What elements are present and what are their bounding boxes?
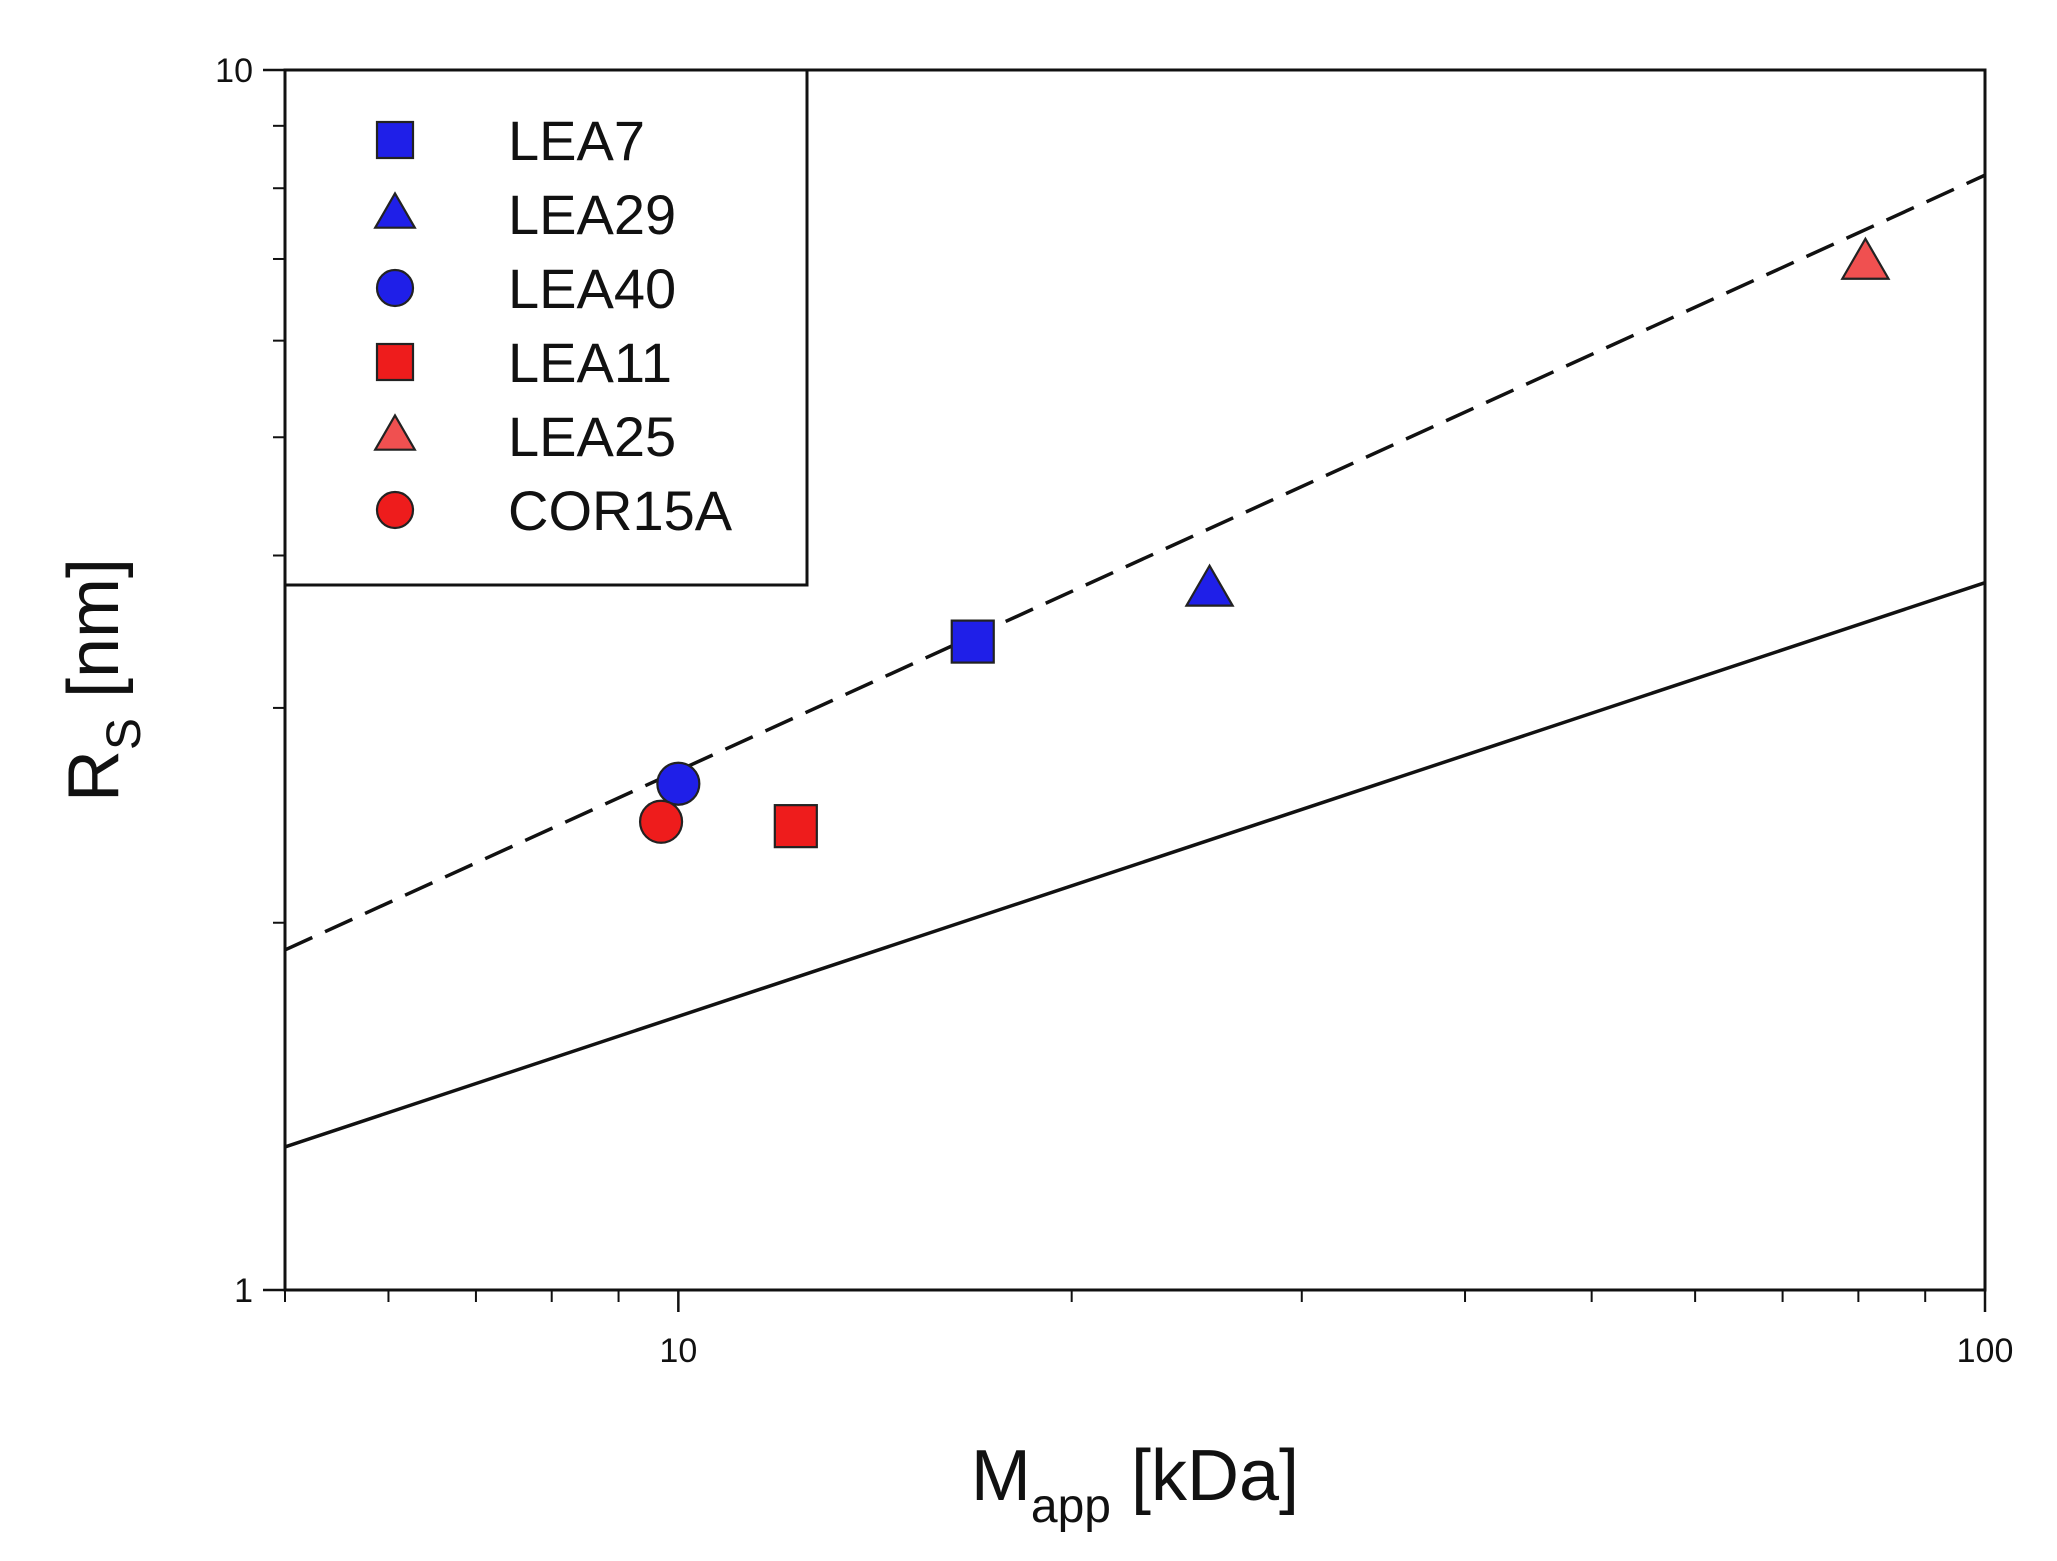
tick-labels: 10 100 1 10 [215,52,2013,1370]
legend-box [283,68,809,587]
point-lea25 [1840,236,1891,280]
legend-label-lea11: LEA11 [508,331,672,394]
y-axis-title-rest: [nm] [54,558,134,718]
point-lea11 [773,804,818,849]
x-axis-title-rest: [kDa] [1111,1436,1299,1516]
legend-marker-lea11 [375,342,415,382]
legend-label-lea40: LEA40 [508,257,676,320]
legend: LEA7 LEA29 LEA40 LEA11 LEA25 COR15A [283,68,809,587]
tick-marks [263,68,1987,1312]
point-cor15a [638,799,684,844]
legend-marker-lea7 [375,120,415,160]
x-axis-title: Mapp [kDa] [971,1436,1299,1533]
y-tick-label-0: 1 [234,1272,253,1310]
legend-marker-lea25 [373,413,417,451]
legend-label-lea25: LEA25 [508,405,676,468]
legend-label-cor15a: COR15A [508,479,733,542]
legend-label-lea7: LEA7 [508,109,645,172]
solid-fit-line [284,581,1986,1149]
x-tick-label-0: 10 [659,1332,697,1370]
point-lea7 [950,619,995,664]
legend-items: LEA7 LEA29 LEA40 LEA11 LEA25 COR15A [373,109,733,542]
point-lea40 [656,761,701,806]
point-lea29 [1184,563,1235,607]
plot-area [283,68,1987,1292]
y-axis-title-main: R [54,750,134,802]
y-tick-label-1: 10 [215,52,253,90]
dashed-fit-line [284,173,1986,952]
y-axis-title-sub: S [98,718,151,750]
x-axis-title-sub: app [1031,1480,1111,1533]
legend-label-lea29: LEA29 [508,183,676,246]
legend-marker-lea40 [375,268,415,308]
y-axis-title: RS [nm] [54,558,151,802]
legend-marker-cor15a [375,490,415,530]
legend-marker-lea29 [373,191,417,229]
x-axis-title-main: M [971,1436,1031,1516]
fit-lines [284,173,1986,1149]
x-tick-label-1: 100 [1957,1332,2014,1370]
data-points [638,236,1891,849]
